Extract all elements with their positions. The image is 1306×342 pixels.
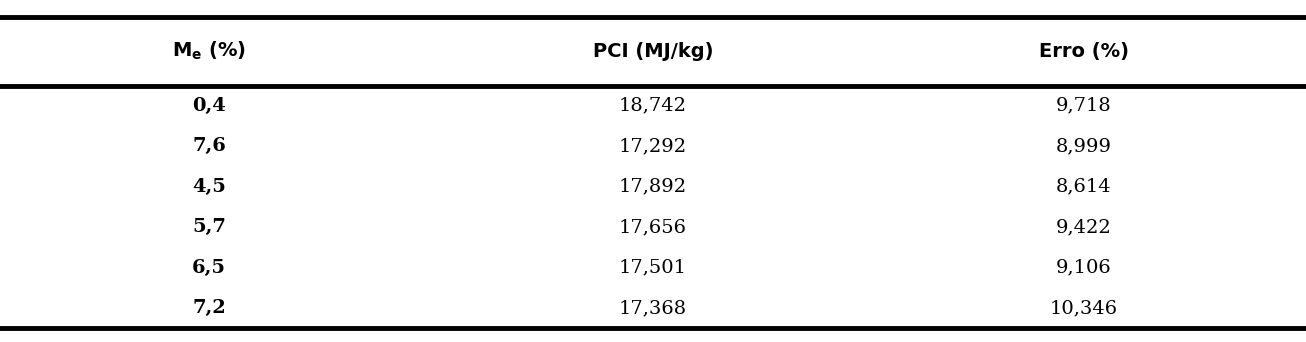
Text: 9,718: 9,718 (1057, 97, 1111, 115)
Text: 10,346: 10,346 (1050, 299, 1118, 317)
Text: 4,5: 4,5 (192, 178, 226, 196)
Text: 7,2: 7,2 (192, 299, 226, 317)
Text: 0,4: 0,4 (192, 97, 226, 115)
Text: 8,999: 8,999 (1057, 137, 1111, 155)
Text: 17,368: 17,368 (619, 299, 687, 317)
Text: 5,7: 5,7 (192, 218, 226, 236)
Text: 9,106: 9,106 (1057, 259, 1111, 277)
Text: PCI (MJ/kg): PCI (MJ/kg) (593, 42, 713, 61)
Text: 9,422: 9,422 (1057, 218, 1111, 236)
Text: 18,742: 18,742 (619, 97, 687, 115)
Text: 7,6: 7,6 (192, 137, 226, 155)
Text: 17,292: 17,292 (619, 137, 687, 155)
Text: $\mathbf{M_e}$ (%): $\mathbf{M_e}$ (%) (172, 40, 246, 63)
Text: 17,892: 17,892 (619, 178, 687, 196)
Text: 8,614: 8,614 (1057, 178, 1111, 196)
Text: 6,5: 6,5 (192, 259, 226, 277)
Text: Erro (%): Erro (%) (1040, 42, 1128, 61)
Text: 17,656: 17,656 (619, 218, 687, 236)
Text: 17,501: 17,501 (619, 259, 687, 277)
